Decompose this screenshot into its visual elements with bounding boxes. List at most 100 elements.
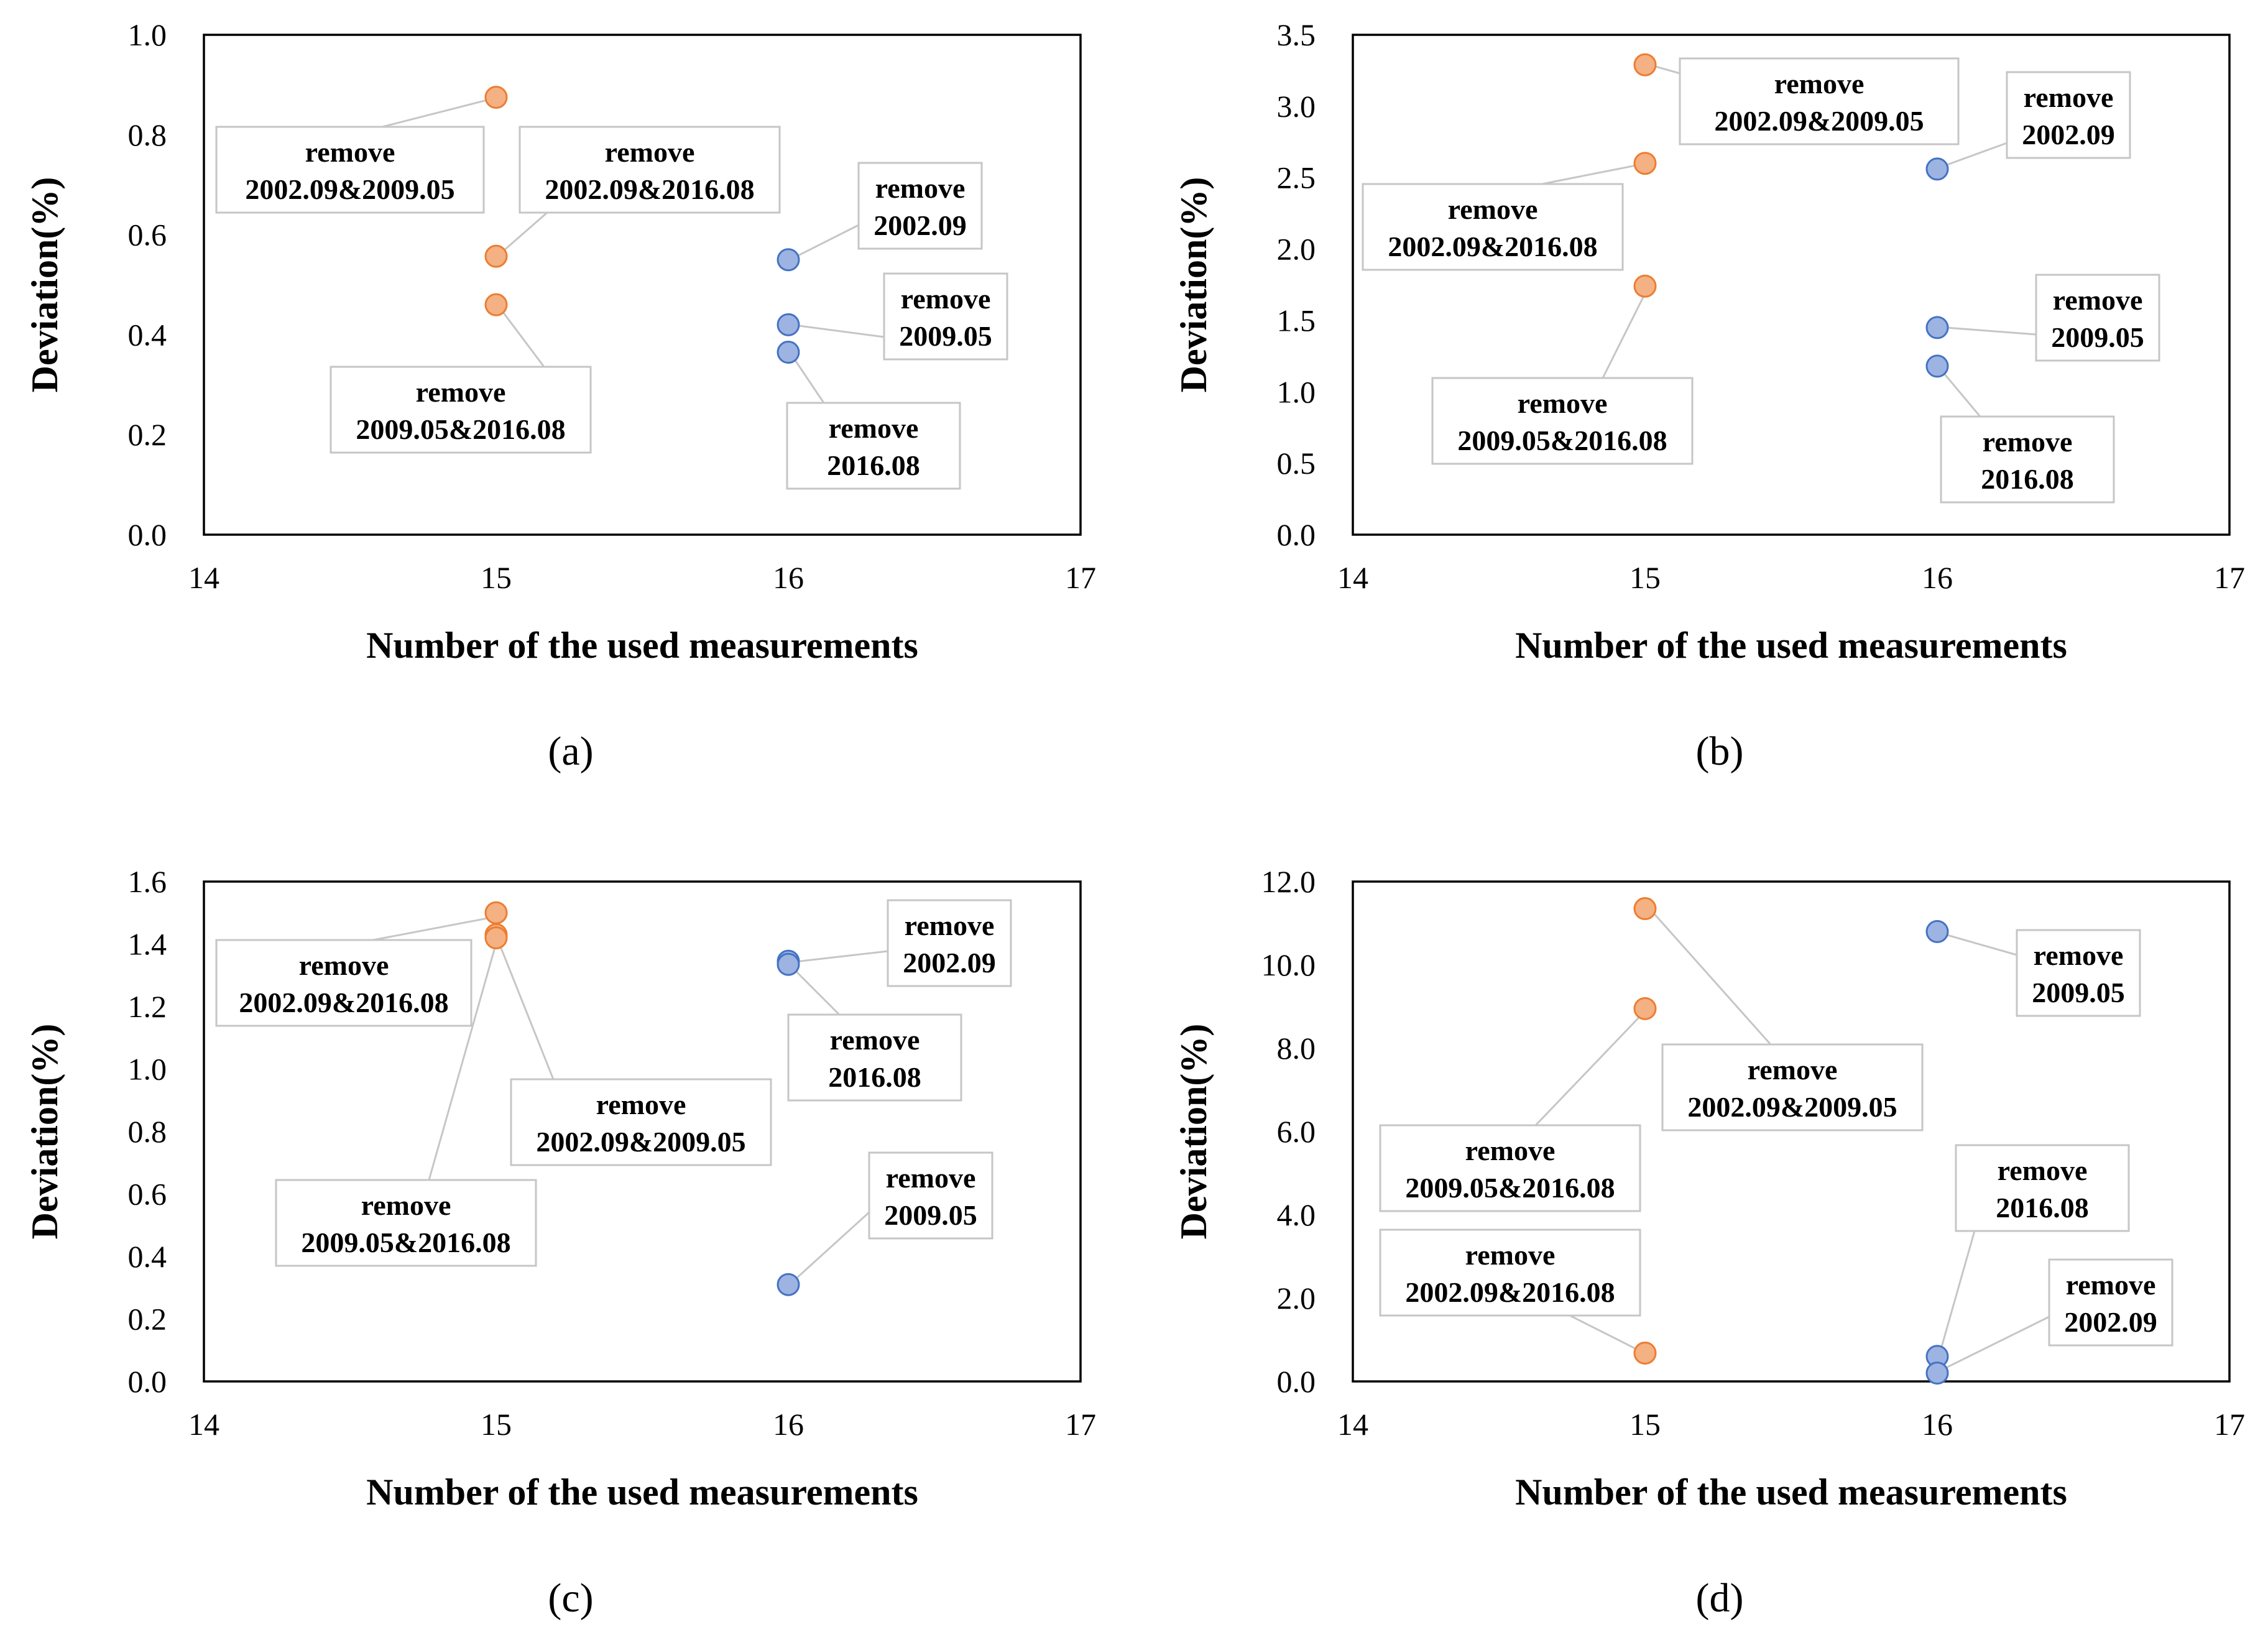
annotation-text: 2002.09: [2064, 1306, 2157, 1338]
data-point-orange: [484, 926, 508, 949]
annotation-box: [1362, 183, 1624, 271]
data-point-blue: [1925, 157, 1949, 181]
annotation-text: remove: [1465, 1239, 1556, 1271]
annotation-text: remove: [2066, 1269, 2156, 1301]
y-tick-label: 1.0: [1277, 374, 1316, 409]
annotation-text: 2009.05&2016.08: [1457, 425, 1667, 456]
y-tick-label: 0.0: [128, 1364, 167, 1399]
annotation-text: 2002.09&2009.05: [245, 173, 454, 205]
annotation-text: 2002.09&2016.08: [1405, 1276, 1615, 1308]
data-annotation: remove 2009.05&2016.08: [1431, 377, 1694, 465]
annotation-box: [1379, 1124, 1641, 1212]
data-annotation: remove 2009.05: [2016, 929, 2141, 1017]
annotation-text: 2009.05&2016.08: [301, 1227, 510, 1258]
chart-panel-b: 14 15 16 17 0.0 0.5 1.0 1.5 2.0 2.5 3.0 3.5 Number o…: [1173, 17, 2245, 774]
y-axis-title: Deviation(%): [24, 1024, 65, 1240]
data-annotation: remove 2002.09&2016.08: [215, 939, 472, 1027]
panel-label: (c): [548, 1575, 593, 1621]
y-tick-label: 0.0: [1277, 1364, 1316, 1399]
data-point-blue: [777, 248, 800, 272]
annotation-text: remove: [875, 172, 966, 204]
y-tick-label: 0.4: [128, 1239, 167, 1274]
y-tick-label: 0.4: [128, 317, 167, 352]
annotation-text: 2002.09: [874, 210, 967, 241]
data-annotation: remove 2009.05: [868, 1151, 993, 1240]
data-annotation: remove 2009.05&2016.08: [330, 366, 592, 454]
y-tick-label: 0.2: [128, 1302, 167, 1337]
data-annotation: remove 2002.09&2009.05: [1661, 1043, 1924, 1131]
x-tick-label: 16: [773, 1407, 804, 1442]
data-point-blue: [777, 341, 800, 364]
data-point-orange: [1633, 274, 1657, 298]
panel-label: (b): [1696, 729, 1744, 774]
annotation-text: 2002.09&2009.05: [1714, 105, 1924, 137]
annotation-text: remove: [305, 136, 395, 168]
annotation-box: [215, 126, 485, 214]
data-annotation: remove 2002.09: [887, 899, 1012, 987]
y-tick-label: 3.5: [1277, 17, 1316, 52]
x-tick-label: 16: [773, 560, 804, 595]
annotation-text: remove: [1448, 193, 1538, 225]
annotation-text: 2002.09&2016.08: [545, 173, 754, 205]
annotation-text: remove: [901, 283, 991, 315]
data-point-orange: [1633, 152, 1657, 175]
y-axis-title: Deviation(%): [1173, 177, 1214, 393]
x-tick-label: 17: [2214, 1407, 2245, 1442]
y-tick-label: 0.8: [128, 1114, 167, 1149]
annotation-box: [2016, 929, 2141, 1017]
panel-label: (a): [548, 729, 593, 774]
annotation-text: 2009.05&2016.08: [356, 413, 565, 445]
annotation-box: [1431, 377, 1694, 465]
annotation-box: [275, 1179, 537, 1267]
x-tick-label: 15: [481, 560, 512, 595]
annotation-text: 2002.09: [903, 947, 996, 979]
data-annotation: remove 2009.05: [883, 272, 1008, 361]
y-tick-label: 0.8: [128, 118, 167, 152]
annotation-box: [887, 899, 1012, 987]
annotation-text: remove: [2053, 284, 2143, 316]
annotation-text: remove: [2034, 939, 2124, 971]
data-points: [1633, 897, 1949, 1385]
annotation-text: 2002.09&2009.05: [536, 1126, 745, 1158]
data-annotation: remove 2002.09&2016.08: [1379, 1228, 1641, 1317]
annotation-text: 2002.09&2016.08: [1388, 231, 1597, 262]
data-points: [484, 901, 800, 1296]
annotation-box: [1940, 415, 2115, 504]
annotation-text: remove: [886, 1162, 976, 1194]
x-tick-label: 14: [1337, 1407, 1368, 1442]
data-annotation: remove 2002.09&2009.05: [510, 1078, 772, 1166]
annotation-boxes: remove 2002.09&2009.05 remove 2009.05&2016.…: [1379, 929, 2174, 1347]
data-points: [484, 86, 800, 364]
x-tick-label: 15: [481, 1407, 512, 1442]
x-tick-label: 16: [1922, 560, 1953, 595]
y-tick-label: 1.4: [128, 927, 167, 962]
annotation-text: 2002.09&2016.08: [239, 987, 448, 1018]
x-tick-label: 17: [2214, 560, 2245, 595]
data-point-blue: [1925, 919, 1949, 943]
x-axis-title: Number of the used measurements: [1515, 625, 2067, 666]
y-tick-label: 0.5: [1277, 446, 1316, 481]
x-axis-title: Number of the used measurements: [1515, 1472, 2067, 1513]
data-point-blue: [777, 1273, 800, 1296]
data-points: [1633, 53, 1949, 378]
annotation-box: [787, 1013, 962, 1102]
data-point-blue: [1925, 354, 1949, 378]
annotation-box: [868, 1151, 993, 1240]
annotation-text: 2016.08: [828, 1061, 921, 1093]
annotation-text: 2009.05: [2051, 321, 2144, 353]
annotation-boxes: remove 2002.09&2009.05 remove 2002.09&2016.…: [1362, 57, 2160, 504]
data-point-orange: [1633, 53, 1657, 76]
y-axis-title: Deviation(%): [24, 177, 65, 393]
x-tick-label: 16: [1922, 1407, 1953, 1442]
annotation-text: remove: [605, 136, 695, 168]
data-point-orange: [484, 901, 508, 924]
data-annotation: remove 2002.09&2016.08: [1362, 183, 1624, 271]
annotation-box: [510, 1078, 772, 1166]
y-tick-label: 1.0: [128, 17, 167, 52]
annotation-text: 2016.08: [827, 449, 920, 481]
annotation-boxes: remove 2002.09&2016.08 remove 2002.09&2009.…: [215, 899, 1012, 1267]
annotation-text: 2009.05: [884, 1199, 977, 1231]
annotation-box: [1679, 57, 1960, 145]
chart-panel-d: 14 15 16 17 0.0 2.0 4.0 6.0 8.0 10.0 12.0 Number of…: [1173, 864, 2245, 1621]
